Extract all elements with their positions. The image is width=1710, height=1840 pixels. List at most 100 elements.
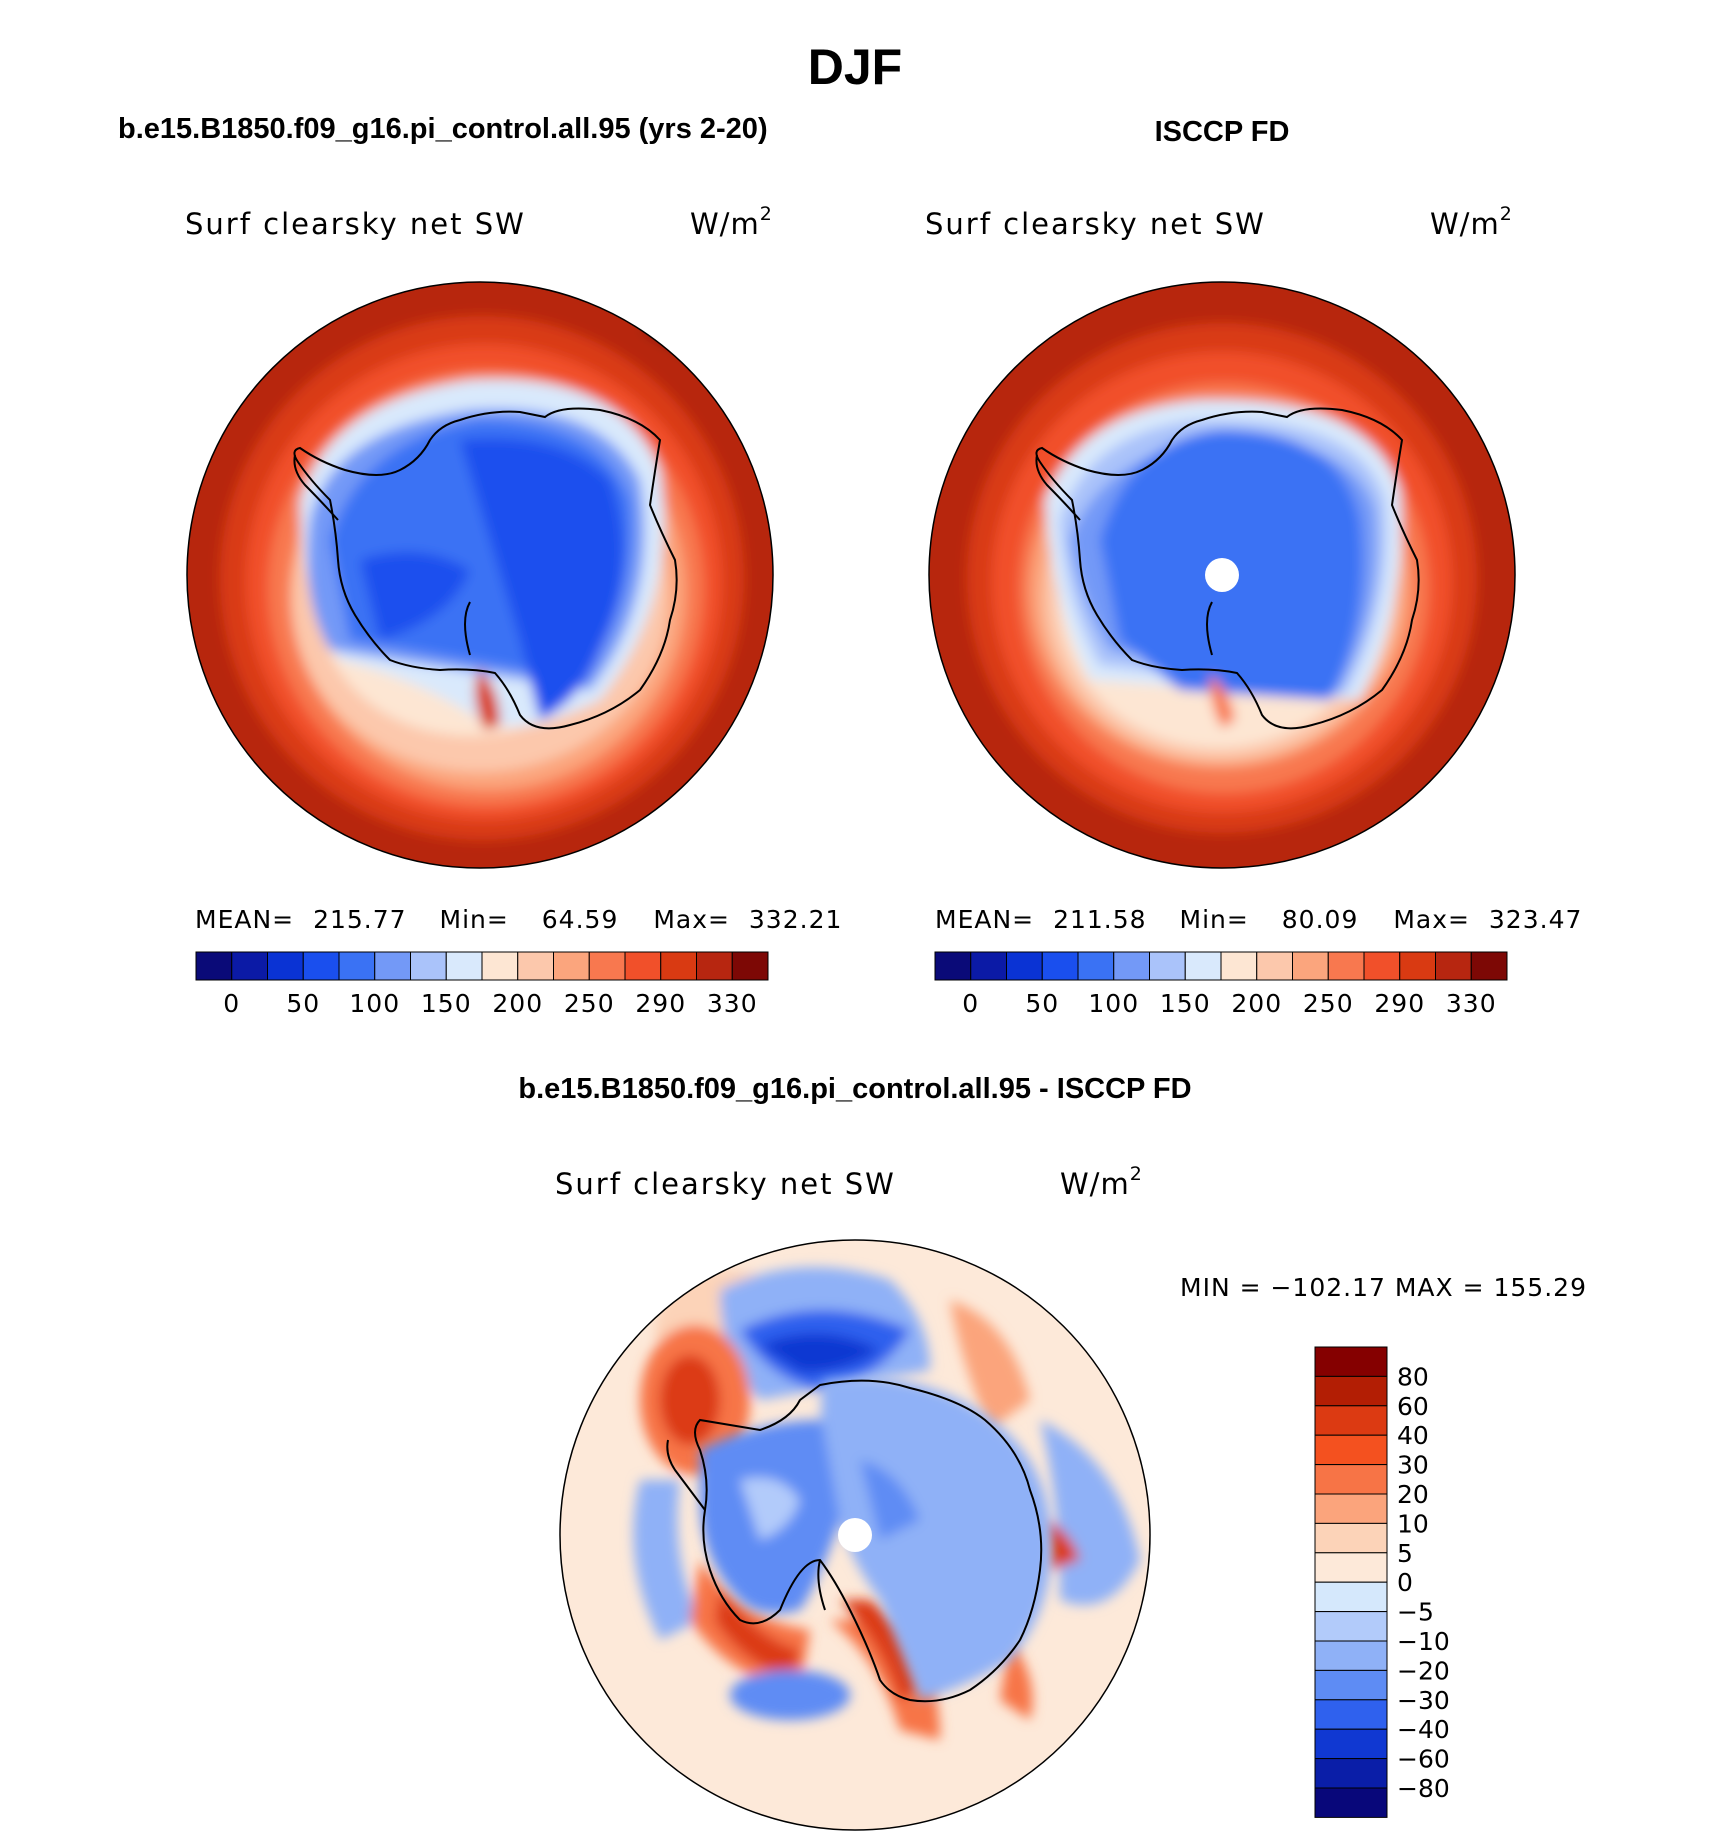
colorbar-diff-label-13: −60 xyxy=(1397,1745,1450,1774)
panel-obs-title: Surf clearsky net SW xyxy=(925,207,1266,241)
panel-obs-colorbar: 0 50 100 150 200 250 290 330 xyxy=(934,951,1508,1018)
panel-obs-units: W/m2 xyxy=(1430,203,1513,241)
colorbar-model-swatch-5 xyxy=(374,951,411,981)
colorbar-model-label-4: 200 xyxy=(492,989,543,1018)
panel-obs-heading: ISCCP FD xyxy=(1155,116,1290,148)
colorbar-diff-label-6: 5 xyxy=(1397,1539,1413,1568)
colorbar-model-swatch-0 xyxy=(195,951,233,981)
colorbar-diff-label-14: −80 xyxy=(1397,1774,1450,1803)
colorbar-obs-swatch-8 xyxy=(1220,951,1258,981)
colorbar-obs-swatch-0 xyxy=(934,951,972,981)
colorbar-diff-label-11: −30 xyxy=(1397,1686,1450,1715)
colorbar-model-label-5: 250 xyxy=(564,989,615,1018)
colorbar-diff-label-4: 20 xyxy=(1397,1480,1429,1509)
colorbar-diff-swatch-9 xyxy=(1314,1611,1388,1642)
colorbar-diff-swatch-1 xyxy=(1314,1375,1388,1407)
colorbar-model-swatch-3 xyxy=(302,951,340,981)
panel-model-map xyxy=(187,282,773,868)
colorbar-model-label-7: 330 xyxy=(707,989,758,1018)
colorbar-model-swatch-2 xyxy=(267,951,304,981)
colorbar-diff-swatch-15 xyxy=(1314,1787,1388,1818)
colorbar-diff-label-1: 60 xyxy=(1397,1392,1429,1421)
colorbar-obs-swatch-10 xyxy=(1292,951,1329,981)
panel-model-title: Surf clearsky net SW xyxy=(185,207,526,241)
colorbar-model-swatch-15 xyxy=(731,951,769,981)
colorbar-diff-swatch-0 xyxy=(1314,1346,1388,1377)
colorbar-obs-swatch-15 xyxy=(1470,951,1508,981)
panel-diff-heading: b.e15.B1850.f09_g16.pi_control.all.95 - … xyxy=(518,1073,1191,1105)
colorbar-diff-swatch-13 xyxy=(1314,1728,1388,1760)
panel-diff-map xyxy=(560,1240,1150,1830)
colorbar-model-label-3: 150 xyxy=(421,989,472,1018)
panel-obs: ISCCP FD Surf clearsky net SW W/m2 xyxy=(925,116,1582,1018)
colorbar-diff-label-9: −10 xyxy=(1397,1627,1450,1656)
colorbar-obs-label-7: 330 xyxy=(1446,989,1497,1018)
colorbar-obs-swatch-12 xyxy=(1363,951,1401,981)
panel-diff-boundary xyxy=(559,1239,1151,1831)
colorbar-model-swatch-4 xyxy=(338,951,376,981)
colorbar-obs-swatch-7 xyxy=(1184,951,1222,981)
panel-diff-pole-hole xyxy=(838,1518,872,1552)
panel-diff-coastline xyxy=(694,1379,1043,1703)
colorbar-obs-swatch-2 xyxy=(1006,951,1043,981)
colorbar-obs-swatch-6 xyxy=(1149,951,1186,981)
panel-model-coastline xyxy=(293,407,678,730)
colorbar-diff-swatch-12 xyxy=(1314,1699,1388,1730)
panel-model-colorbar: 0 50 100 150 200 250 290 330 xyxy=(195,951,769,1018)
colorbar-obs-label-2: 100 xyxy=(1088,989,1139,1018)
panel-obs-boundary xyxy=(928,281,1516,869)
panel-diff-title: Surf clearsky net SW xyxy=(555,1167,896,1201)
colorbar-diff-swatch-10 xyxy=(1314,1640,1388,1671)
colorbar-obs-swatch-5 xyxy=(1113,951,1150,981)
colorbar-model-swatch-1 xyxy=(231,951,268,981)
colorbar-diff-swatch-11 xyxy=(1314,1669,1388,1701)
colorbar-obs-swatch-3 xyxy=(1041,951,1079,981)
panel-obs-pole-hole xyxy=(1205,558,1239,592)
colorbar-model-swatch-6 xyxy=(410,951,447,981)
colorbar-obs-label-6: 290 xyxy=(1374,989,1425,1018)
panel-model-stats: MEAN= 215.77 Min= 64.59 Max= 332.21 xyxy=(195,905,842,934)
colorbar-diff-swatch-6 xyxy=(1314,1522,1388,1554)
colorbar-diff-label-5: 10 xyxy=(1397,1509,1429,1538)
colorbar-obs-label-1: 50 xyxy=(1025,989,1059,1018)
colorbar-diff-swatch-14 xyxy=(1314,1758,1388,1789)
panel-model: b.e15.B1850.f09_g16.pi_control.all.95 (y… xyxy=(118,113,842,1018)
colorbar-diff-label-8: −5 xyxy=(1397,1598,1434,1627)
colorbar-obs-swatch-1 xyxy=(970,951,1007,981)
panel-diff: b.e15.B1850.f09_g16.pi_control.all.95 - … xyxy=(518,1073,1587,1831)
colorbar-obs-label-3: 150 xyxy=(1160,989,1211,1018)
panel-model-units: W/m2 xyxy=(690,203,773,241)
colorbar-diff-label-12: −40 xyxy=(1397,1715,1450,1744)
colorbar-model-swatch-12 xyxy=(624,951,662,981)
colorbar-diff-swatch-3 xyxy=(1314,1434,1388,1466)
colorbar-diff-swatch-4 xyxy=(1314,1464,1388,1495)
colorbar-model-swatch-13 xyxy=(660,951,697,981)
colorbar-obs-label-0: 0 xyxy=(962,989,979,1018)
colorbar-diff-label-10: −20 xyxy=(1397,1656,1450,1685)
colorbar-model-swatch-11 xyxy=(588,951,626,981)
colorbar-diff-label-3: 30 xyxy=(1397,1451,1429,1480)
colorbar-model-label-2: 100 xyxy=(349,989,400,1018)
panel-obs-stats: MEAN= 211.58 Min= 80.09 Max= 323.47 xyxy=(935,905,1582,934)
colorbar-diff-swatch-5 xyxy=(1314,1493,1388,1524)
colorbar-diff-swatch-8 xyxy=(1314,1581,1388,1613)
panel-model-heading: b.e15.B1850.f09_g16.pi_control.all.95 (y… xyxy=(118,113,768,145)
colorbar-diff-swatch-7 xyxy=(1314,1552,1388,1583)
colorbar-obs-swatch-4 xyxy=(1077,951,1115,981)
colorbar-obs-swatch-13 xyxy=(1399,951,1436,981)
colorbar-diff-swatch-2 xyxy=(1314,1405,1388,1436)
colorbar-obs-swatch-14 xyxy=(1435,951,1472,981)
colorbar-obs-label-4: 200 xyxy=(1231,989,1282,1018)
colorbar-model-label-6: 290 xyxy=(635,989,686,1018)
panel-diff-units: W/m2 xyxy=(1060,1163,1143,1201)
colorbar-model-label-0: 0 xyxy=(223,989,240,1018)
colorbar-model-swatch-8 xyxy=(481,951,519,981)
panel-model-boundary xyxy=(186,281,774,869)
colorbar-model-swatch-7 xyxy=(445,951,483,981)
panel-diff-minmax: MIN = −102.17 MAX = 155.29 xyxy=(1180,1273,1587,1302)
panel-obs-peninsula xyxy=(1035,454,1213,656)
colorbar-model-swatch-9 xyxy=(517,951,554,981)
panel-diff-peninsula xyxy=(666,1439,826,1611)
